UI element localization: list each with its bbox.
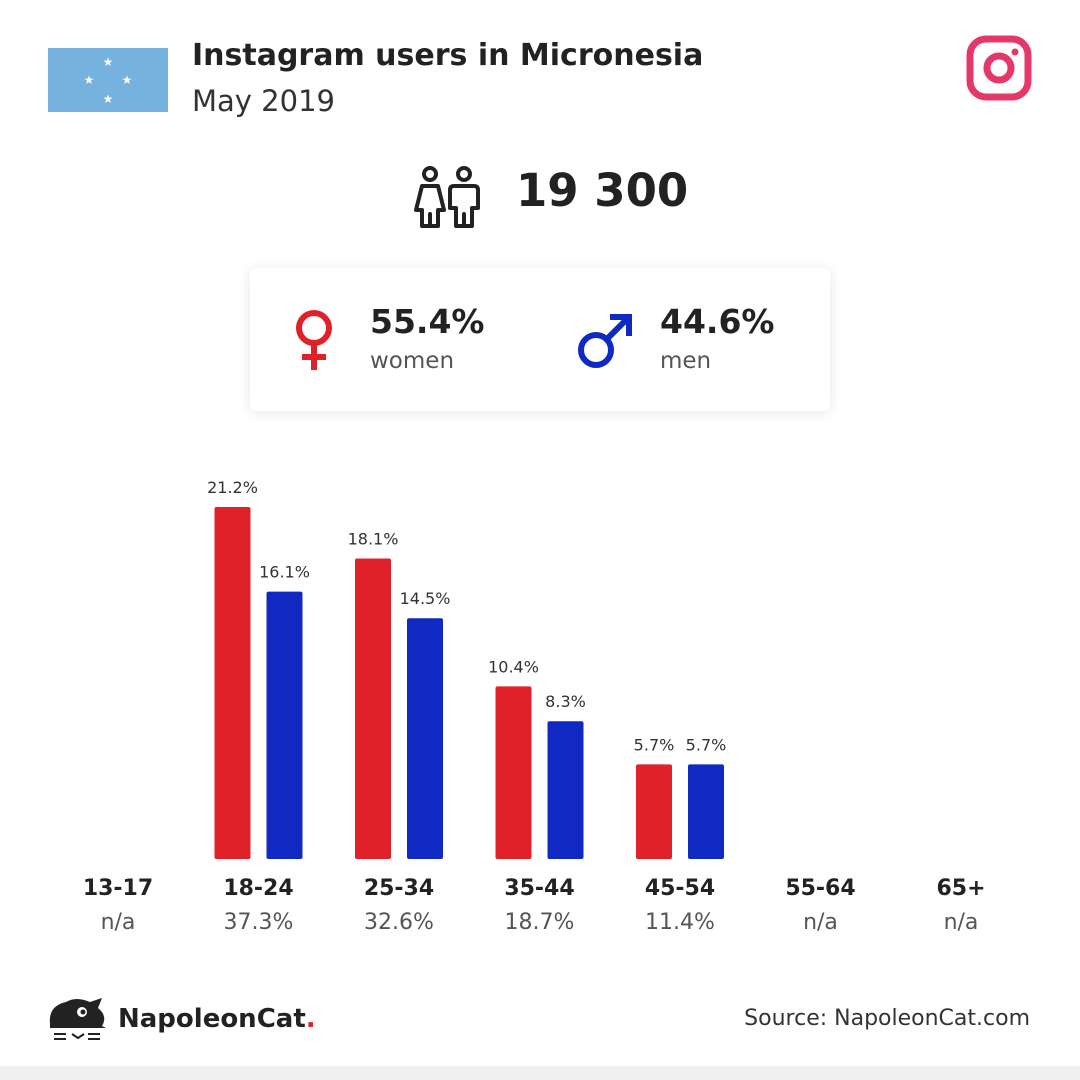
users-icon	[414, 166, 480, 228]
bar-value-label: 5.7%	[634, 735, 675, 754]
female-symbol-icon	[296, 310, 332, 370]
svg-text:★: ★	[122, 73, 133, 87]
page-subtitle: May 2019	[192, 84, 335, 118]
bar-value-label: 14.5%	[400, 589, 451, 608]
brand-name: NapoleonCat	[118, 1004, 306, 1034]
age-category-label: 65+	[936, 876, 986, 901]
brand-dot: .	[305, 1004, 316, 1034]
instagram-icon	[966, 35, 1032, 101]
women-percentage: 55.4%	[370, 302, 485, 341]
bar-women-18-24	[214, 507, 251, 859]
svg-text:★: ★	[84, 73, 95, 87]
bar-value-label: 21.2%	[207, 478, 258, 497]
age-category-label: 25-34	[363, 876, 435, 901]
age-category-total: 11.4%	[645, 910, 715, 935]
bar-men-45-54	[688, 764, 724, 859]
page-title: Instagram users in Micronesia	[192, 38, 704, 73]
age-category-total: 32.6%	[364, 910, 434, 935]
age-category-total: n/a	[943, 910, 979, 935]
age-bar-chart: 21.2% 16.1% 18.1% 14.5% 10.4% 8.3% 5.7% 5.7%	[207, 478, 727, 859]
age-category-label: 35-44	[504, 876, 575, 901]
napoleoncat-brand: NapoleonCat.	[118, 1004, 316, 1034]
age-category-label: 13-17	[82, 876, 154, 901]
total-users-value: 19 300	[516, 164, 689, 217]
bar-women-35-44	[495, 686, 532, 859]
age-chart: 21.2% 16.1% 18.1% 14.5% 10.4% 8.3% 5.7% 5.7% 13…	[0, 440, 1080, 935]
bar-value-label: 18.1%	[348, 529, 399, 548]
bar-men-18-24	[266, 591, 303, 859]
source-credit: Source: NapoleonCat.com	[744, 1006, 1030, 1031]
age-category-total: n/a	[803, 910, 838, 935]
bar-women-45-54	[636, 764, 672, 859]
napoleoncat-logo-icon	[49, 998, 106, 1040]
footer-strip	[0, 1066, 1080, 1080]
male-symbol-icon	[578, 314, 632, 368]
age-category-label: 45-54	[644, 876, 716, 901]
bar-women-25-34	[355, 558, 391, 859]
bar-men-35-44	[547, 721, 584, 859]
age-category-total: n/a	[100, 910, 136, 935]
men-label: men	[660, 348, 712, 374]
age-category-label: 18-24	[223, 876, 294, 901]
flag-micronesia: ★ ★ ★ ★	[48, 48, 168, 112]
age-category-total: 37.3%	[223, 910, 294, 935]
age-category-label: 55-64	[785, 876, 856, 901]
age-category-total: 18.7%	[504, 910, 575, 935]
bar-value-label: 16.1%	[259, 563, 310, 582]
svg-text:★: ★	[103, 92, 114, 106]
gender-card: 55.4% women 44.6% men	[250, 268, 830, 411]
bar-value-label: 8.3%	[545, 692, 586, 711]
bar-men-25-34	[407, 618, 443, 859]
men-percentage: 44.6%	[660, 302, 775, 341]
svg-text:★: ★	[103, 55, 114, 69]
bar-value-label: 10.4%	[488, 657, 539, 676]
women-label: women	[370, 348, 455, 374]
bar-value-label: 5.7%	[686, 735, 727, 754]
